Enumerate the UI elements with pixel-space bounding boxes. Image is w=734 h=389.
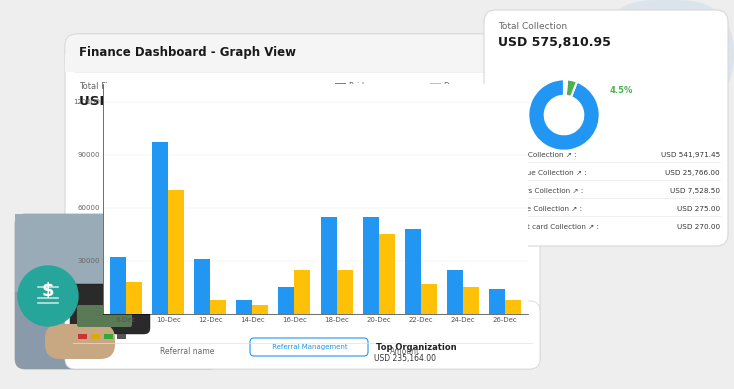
FancyBboxPatch shape bbox=[65, 34, 540, 369]
Text: Total Collection: Total Collection bbox=[498, 21, 567, 30]
Bar bbox=[110, 258, 126, 314]
FancyBboxPatch shape bbox=[15, 214, 220, 369]
Bar bbox=[447, 270, 462, 314]
Text: Others Collection ↗ :: Others Collection ↗ : bbox=[508, 188, 584, 194]
Text: USD 541,971.45: USD 541,971.45 bbox=[661, 152, 720, 158]
Bar bbox=[294, 270, 310, 314]
Bar bbox=[335, 83, 346, 90]
Wedge shape bbox=[528, 79, 600, 151]
Bar bbox=[104, 334, 113, 339]
Text: $: $ bbox=[42, 282, 54, 300]
Bar bbox=[65, 54, 540, 72]
Text: Finance Dashboard - Graph View: Finance Dashboard - Graph View bbox=[79, 46, 296, 58]
Text: Cash Collection ↗ :: Cash Collection ↗ : bbox=[508, 152, 577, 158]
Text: USD 25,766.00: USD 25,766.00 bbox=[666, 170, 720, 176]
Circle shape bbox=[494, 187, 502, 195]
Bar bbox=[252, 305, 269, 314]
Bar bbox=[78, 334, 87, 339]
Circle shape bbox=[494, 205, 502, 213]
FancyBboxPatch shape bbox=[484, 10, 728, 246]
Text: Referral Management: Referral Management bbox=[270, 344, 348, 350]
FancyBboxPatch shape bbox=[65, 34, 540, 72]
Text: Referral name: Referral name bbox=[160, 347, 214, 356]
Bar bbox=[421, 284, 437, 314]
Wedge shape bbox=[566, 79, 577, 97]
Text: USD 235,164.00: USD 235,164.00 bbox=[374, 354, 436, 363]
FancyBboxPatch shape bbox=[70, 284, 150, 334]
Text: Amount: Amount bbox=[390, 347, 420, 356]
Bar bbox=[321, 217, 337, 314]
Text: Total Finance: Total Finance bbox=[79, 82, 134, 91]
Bar bbox=[337, 270, 352, 314]
Text: Cheque Collection ↗ :: Cheque Collection ↗ : bbox=[508, 170, 586, 176]
Text: USD 319,490.95: USD 319,490.95 bbox=[348, 94, 427, 104]
Text: USD 427,828.40: USD 427,828.40 bbox=[443, 94, 523, 104]
Circle shape bbox=[656, 13, 674, 31]
Bar bbox=[278, 287, 294, 314]
Bar bbox=[236, 300, 252, 314]
Text: 94.1%: 94.1% bbox=[498, 98, 529, 107]
Text: USD 275.00: USD 275.00 bbox=[677, 206, 720, 212]
Bar bbox=[430, 83, 441, 90]
Bar bbox=[91, 334, 100, 339]
FancyBboxPatch shape bbox=[77, 305, 132, 327]
Text: Due: Due bbox=[443, 82, 458, 91]
Text: Credit card Collection ↗ :: Credit card Collection ↗ : bbox=[508, 224, 599, 230]
Circle shape bbox=[494, 151, 502, 159]
FancyBboxPatch shape bbox=[45, 324, 115, 359]
Bar bbox=[152, 142, 168, 314]
Bar bbox=[168, 190, 184, 314]
Bar bbox=[126, 282, 142, 314]
Wedge shape bbox=[564, 79, 565, 96]
Bar bbox=[195, 259, 211, 314]
Circle shape bbox=[494, 169, 502, 177]
Circle shape bbox=[18, 266, 78, 326]
Bar bbox=[489, 289, 505, 314]
FancyBboxPatch shape bbox=[250, 338, 368, 356]
Bar bbox=[462, 287, 479, 314]
Bar bbox=[379, 235, 395, 314]
Circle shape bbox=[659, 16, 671, 28]
Text: 4.5%: 4.5% bbox=[610, 86, 633, 95]
Text: Online Collection ↗ :: Online Collection ↗ : bbox=[508, 206, 582, 212]
Text: Paid: Paid bbox=[348, 82, 364, 91]
Bar bbox=[363, 217, 379, 314]
Text: Top Organization: Top Organization bbox=[376, 342, 457, 352]
FancyBboxPatch shape bbox=[600, 0, 734, 109]
Circle shape bbox=[494, 223, 502, 231]
Bar bbox=[15, 214, 220, 292]
Text: USD 575,810.95: USD 575,810.95 bbox=[498, 35, 611, 49]
Bar bbox=[117, 334, 126, 339]
Bar bbox=[505, 300, 521, 314]
Text: USD 7,528.50: USD 7,528.50 bbox=[670, 188, 720, 194]
Wedge shape bbox=[564, 79, 567, 96]
Bar bbox=[211, 300, 226, 314]
Bar bbox=[404, 229, 421, 314]
FancyBboxPatch shape bbox=[65, 301, 540, 369]
Text: USD 270.00: USD 270.00 bbox=[677, 224, 720, 230]
Text: USD 747,319.35: USD 747,319.35 bbox=[79, 95, 199, 107]
